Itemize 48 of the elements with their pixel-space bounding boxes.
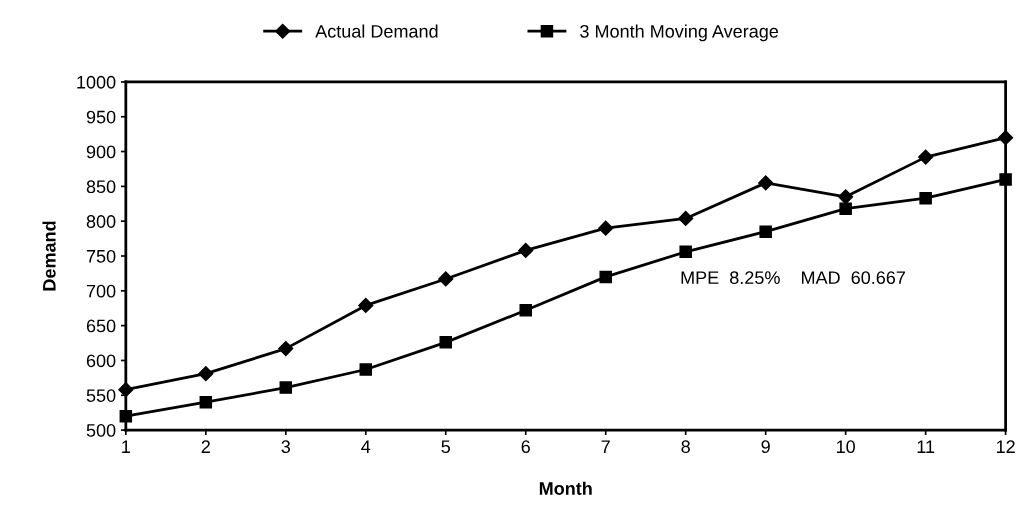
x-tick-label: 6 bbox=[521, 440, 530, 454]
x-axis-title: Month bbox=[539, 481, 592, 495]
point bbox=[198, 366, 214, 382]
x-tick-label: 9 bbox=[761, 440, 770, 454]
y-tick-label: 750 bbox=[86, 249, 116, 263]
x-tick-label: 3 bbox=[281, 440, 291, 454]
x-tick-label: 10 bbox=[836, 440, 855, 454]
y-tick-label: 700 bbox=[86, 284, 116, 298]
y-tick-label: 1000 bbox=[77, 75, 116, 89]
point bbox=[919, 191, 932, 205]
x-tick-label: 5 bbox=[441, 440, 451, 454]
point bbox=[279, 381, 293, 394]
x-tick-label: 2 bbox=[201, 440, 210, 453]
point bbox=[759, 225, 772, 238]
point bbox=[678, 210, 694, 226]
y-tick-label: 950 bbox=[86, 110, 116, 124]
y-tick-label: 650 bbox=[86, 319, 116, 333]
point bbox=[278, 341, 294, 357]
legend-label: Actual Demand bbox=[315, 24, 438, 38]
y-tick-label: 600 bbox=[86, 354, 116, 368]
x-tick-label: 8 bbox=[681, 440, 690, 454]
point bbox=[518, 242, 534, 258]
y-tick-label: 800 bbox=[86, 215, 116, 228]
point bbox=[519, 304, 532, 317]
y-tick-label: 500 bbox=[86, 424, 116, 437]
point bbox=[598, 220, 614, 236]
point bbox=[679, 245, 692, 259]
point bbox=[359, 363, 373, 376]
point bbox=[439, 336, 452, 349]
x-tick-label: 7 bbox=[601, 440, 610, 453]
point bbox=[199, 395, 213, 409]
point bbox=[438, 271, 454, 287]
legend-label: 3 Month Moving Average bbox=[580, 24, 779, 42]
y-tick-label: 850 bbox=[86, 180, 116, 194]
point bbox=[918, 149, 934, 165]
x-tick-label: 11 bbox=[917, 440, 935, 453]
x-tick-label: 4 bbox=[361, 440, 371, 453]
y-tick-label: 550 bbox=[86, 389, 116, 402]
x-tick-label: 1 bbox=[122, 440, 130, 453]
annotation: MPE 8.25% MAD 60.667 bbox=[681, 271, 905, 285]
point bbox=[758, 175, 774, 191]
point bbox=[599, 270, 612, 284]
x-tick-label: 12 bbox=[996, 440, 1015, 453]
point bbox=[838, 189, 854, 205]
point bbox=[839, 202, 852, 215]
y-tick-label: 900 bbox=[86, 145, 116, 159]
y-axis-title: Demand bbox=[42, 221, 56, 291]
point bbox=[358, 297, 374, 314]
